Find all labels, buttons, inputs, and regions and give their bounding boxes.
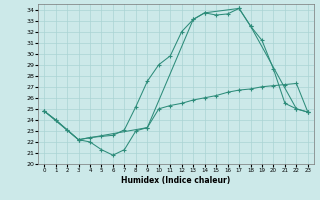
X-axis label: Humidex (Indice chaleur): Humidex (Indice chaleur) <box>121 176 231 185</box>
